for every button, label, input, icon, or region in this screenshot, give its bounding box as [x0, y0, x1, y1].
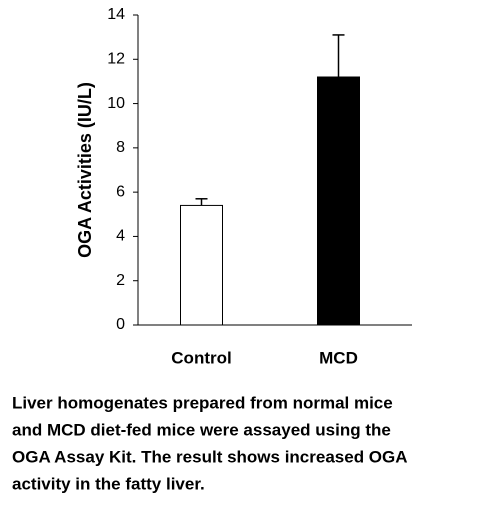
y-tick-label: 8 — [116, 139, 125, 156]
y-tick-label: 0 — [116, 316, 125, 333]
y-tick-label: 2 — [116, 272, 125, 289]
x-tick-label: MCD — [319, 348, 358, 367]
bar — [180, 204, 223, 326]
y-tick-label: 14 — [107, 6, 125, 23]
bar — [317, 76, 360, 326]
y-tick-label: 6 — [116, 183, 125, 200]
caption-line: and MCD diet-fed mice were assayed using… — [12, 420, 391, 439]
caption-line: activity in the fatty liver. — [12, 474, 205, 493]
x-tick-label: Control — [171, 348, 231, 367]
y-axis-label: OGA Activities (IU/L) — [75, 82, 95, 258]
caption-line: OGA Assay Kit. The result shows increase… — [12, 447, 408, 466]
y-tick-label: 10 — [107, 95, 125, 112]
caption-line: Liver homogenates prepared from normal m… — [12, 393, 393, 412]
y-tick-label: 12 — [107, 51, 125, 68]
y-tick-label: 4 — [116, 228, 125, 245]
